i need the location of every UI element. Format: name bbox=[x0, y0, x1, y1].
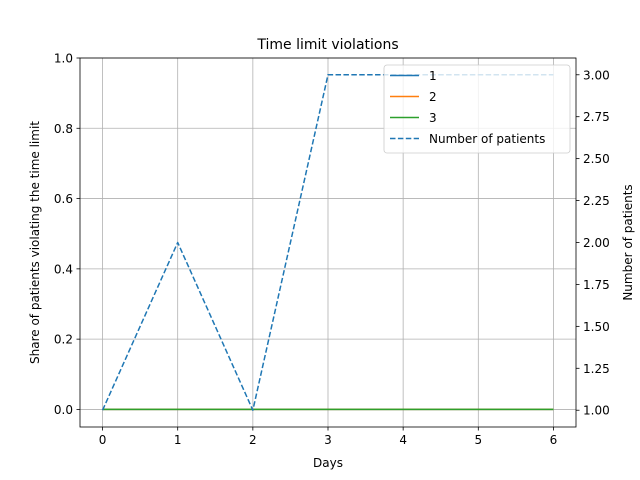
legend-label: 2 bbox=[429, 90, 437, 104]
y2-tick-label: 3.00 bbox=[583, 68, 610, 82]
x-axis: 0 1 2 3 4 5 6 bbox=[99, 427, 558, 447]
legend-label: 3 bbox=[429, 111, 437, 125]
legend-label: 1 bbox=[429, 69, 437, 83]
y2-tick-label: 1.00 bbox=[583, 404, 610, 418]
x-tick-label: 0 bbox=[99, 433, 107, 447]
x-axis-label: Days bbox=[313, 456, 343, 470]
legend: 1 2 3 Number of patients bbox=[383, 64, 571, 154]
y-axis-label-right: Number of patients bbox=[621, 184, 635, 300]
x-tick-label: 2 bbox=[249, 433, 257, 447]
y2-tick-label: 2.00 bbox=[583, 236, 610, 250]
y-tick-label: 0.8 bbox=[54, 122, 73, 136]
y2-tick-label: 1.25 bbox=[583, 362, 610, 376]
y-tick-label: 1.0 bbox=[54, 52, 73, 66]
y-tick-label: 0.4 bbox=[54, 262, 73, 276]
y2-tick-label: 1.75 bbox=[583, 278, 610, 292]
legend-label: Number of patients bbox=[429, 132, 545, 146]
y-tick-label: 0.6 bbox=[54, 192, 73, 206]
y-tick-label: 0.0 bbox=[54, 403, 73, 417]
x-tick-label: 5 bbox=[474, 433, 482, 447]
y-axis-right: 1.00 1.25 1.50 1.75 2.00 2.25 2.50 2.75 3.00 bbox=[576, 68, 610, 418]
x-tick-label: 6 bbox=[550, 433, 558, 447]
y-axis-left: 0.0 0.2 0.4 0.6 0.8 1.0 bbox=[54, 52, 80, 417]
x-tick-label: 3 bbox=[324, 433, 332, 447]
x-tick-label: 4 bbox=[399, 433, 407, 447]
x-tick-label: 1 bbox=[174, 433, 182, 447]
y2-tick-label: 2.25 bbox=[583, 194, 610, 208]
y-axis-label-left: Share of patients violating the time lim… bbox=[28, 121, 42, 364]
legend-box bbox=[383, 64, 571, 154]
y2-tick-label: 2.75 bbox=[583, 110, 610, 124]
y-tick-label: 0.2 bbox=[54, 333, 73, 347]
chart-title: Time limit violations bbox=[256, 37, 398, 53]
y2-tick-label: 1.50 bbox=[583, 320, 610, 334]
y2-tick-label: 2.50 bbox=[583, 152, 610, 166]
